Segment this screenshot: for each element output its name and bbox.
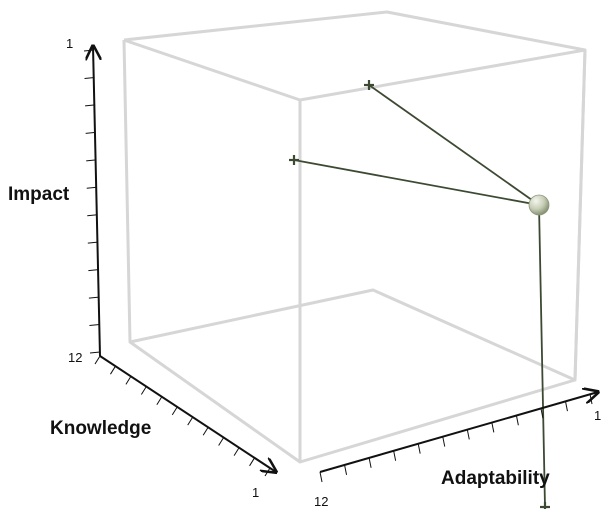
impact-axis-title: Impact (8, 184, 70, 205)
projection-lines (289, 80, 550, 509)
adaptability-axis-tick (564, 400, 568, 412)
adaptability-axis-tick (417, 443, 421, 454)
projection-to-adaptability-wall (293, 159, 540, 206)
knowledge-axis-tick (187, 416, 194, 426)
projection-to-floor (538, 204, 546, 508)
impact-axis-line (93, 46, 100, 357)
impact-axis-tick (89, 324, 100, 327)
impact-axis-tick (86, 186, 97, 189)
impact-axis-tick (86, 159, 97, 162)
axis-ticks (83, 49, 593, 483)
knowledge-axis-tick (110, 365, 116, 375)
axes (83, 46, 598, 483)
knowledge-axis-tick (218, 437, 225, 446)
knowledge-axis-tick (125, 376, 132, 385)
box-back-face (122, 10, 587, 382)
adaptability-tick-label-end: 1 (594, 408, 601, 423)
data-points (528, 194, 550, 216)
adaptability-axis-line (319, 392, 598, 473)
knowledge-axis-line (99, 355, 276, 472)
adaptability-axis-tick (466, 429, 470, 440)
adaptability-axis-tick (368, 457, 372, 468)
knowledge-axis-tick (140, 386, 147, 395)
adaptability-axis-title: Adaptability (441, 468, 550, 489)
projection-to-knowledge-wall (368, 84, 540, 206)
knowledge-axis-tick (233, 447, 240, 456)
impact-tick-label-top: 1 (66, 36, 73, 51)
impact-axis-tick (88, 296, 99, 299)
adaptability-axis-tick (491, 422, 495, 433)
knowledge-axis-tick (264, 467, 271, 477)
impact-axis-tick (88, 269, 99, 272)
box-edge-top-left (123, 38, 301, 102)
impact-axis-tick (89, 351, 101, 354)
adaptability-axis-tick (589, 393, 593, 405)
impact-tick-label-bottom: 12 (68, 350, 82, 365)
adaptability-axis-tick (540, 408, 544, 419)
knowledge-axis-tick (202, 427, 209, 436)
impact-axis-tick (85, 131, 96, 134)
knowledge-axis-tick (94, 355, 101, 365)
impact-axis-tick (84, 76, 95, 79)
impact-axis-tick (87, 241, 98, 244)
impact-axis-tick (85, 104, 96, 107)
data-point (528, 194, 550, 216)
knowledge-tick-label-end: 1 (252, 485, 259, 500)
box-edge-bottom-left (129, 340, 301, 464)
adaptability-tick-label-start: 12 (314, 494, 328, 509)
impact-axis-tick (83, 49, 95, 52)
adaptability-axis-tick (319, 471, 323, 483)
knowledge-axis-tick (156, 396, 163, 405)
impact-axis-tick (87, 214, 98, 217)
adaptability-axis-tick (515, 415, 519, 426)
adaptability-axis-tick (442, 436, 446, 447)
knowledge-axis-tick (171, 406, 178, 416)
adaptability-axis-tick (344, 464, 348, 476)
bounding-box (122, 10, 587, 464)
adaptability-axis-tick (393, 450, 397, 461)
box-front-face (298, 48, 587, 464)
knowledge-axis-tick (249, 457, 255, 467)
knowledge-axis-title: Knowledge (50, 418, 151, 439)
